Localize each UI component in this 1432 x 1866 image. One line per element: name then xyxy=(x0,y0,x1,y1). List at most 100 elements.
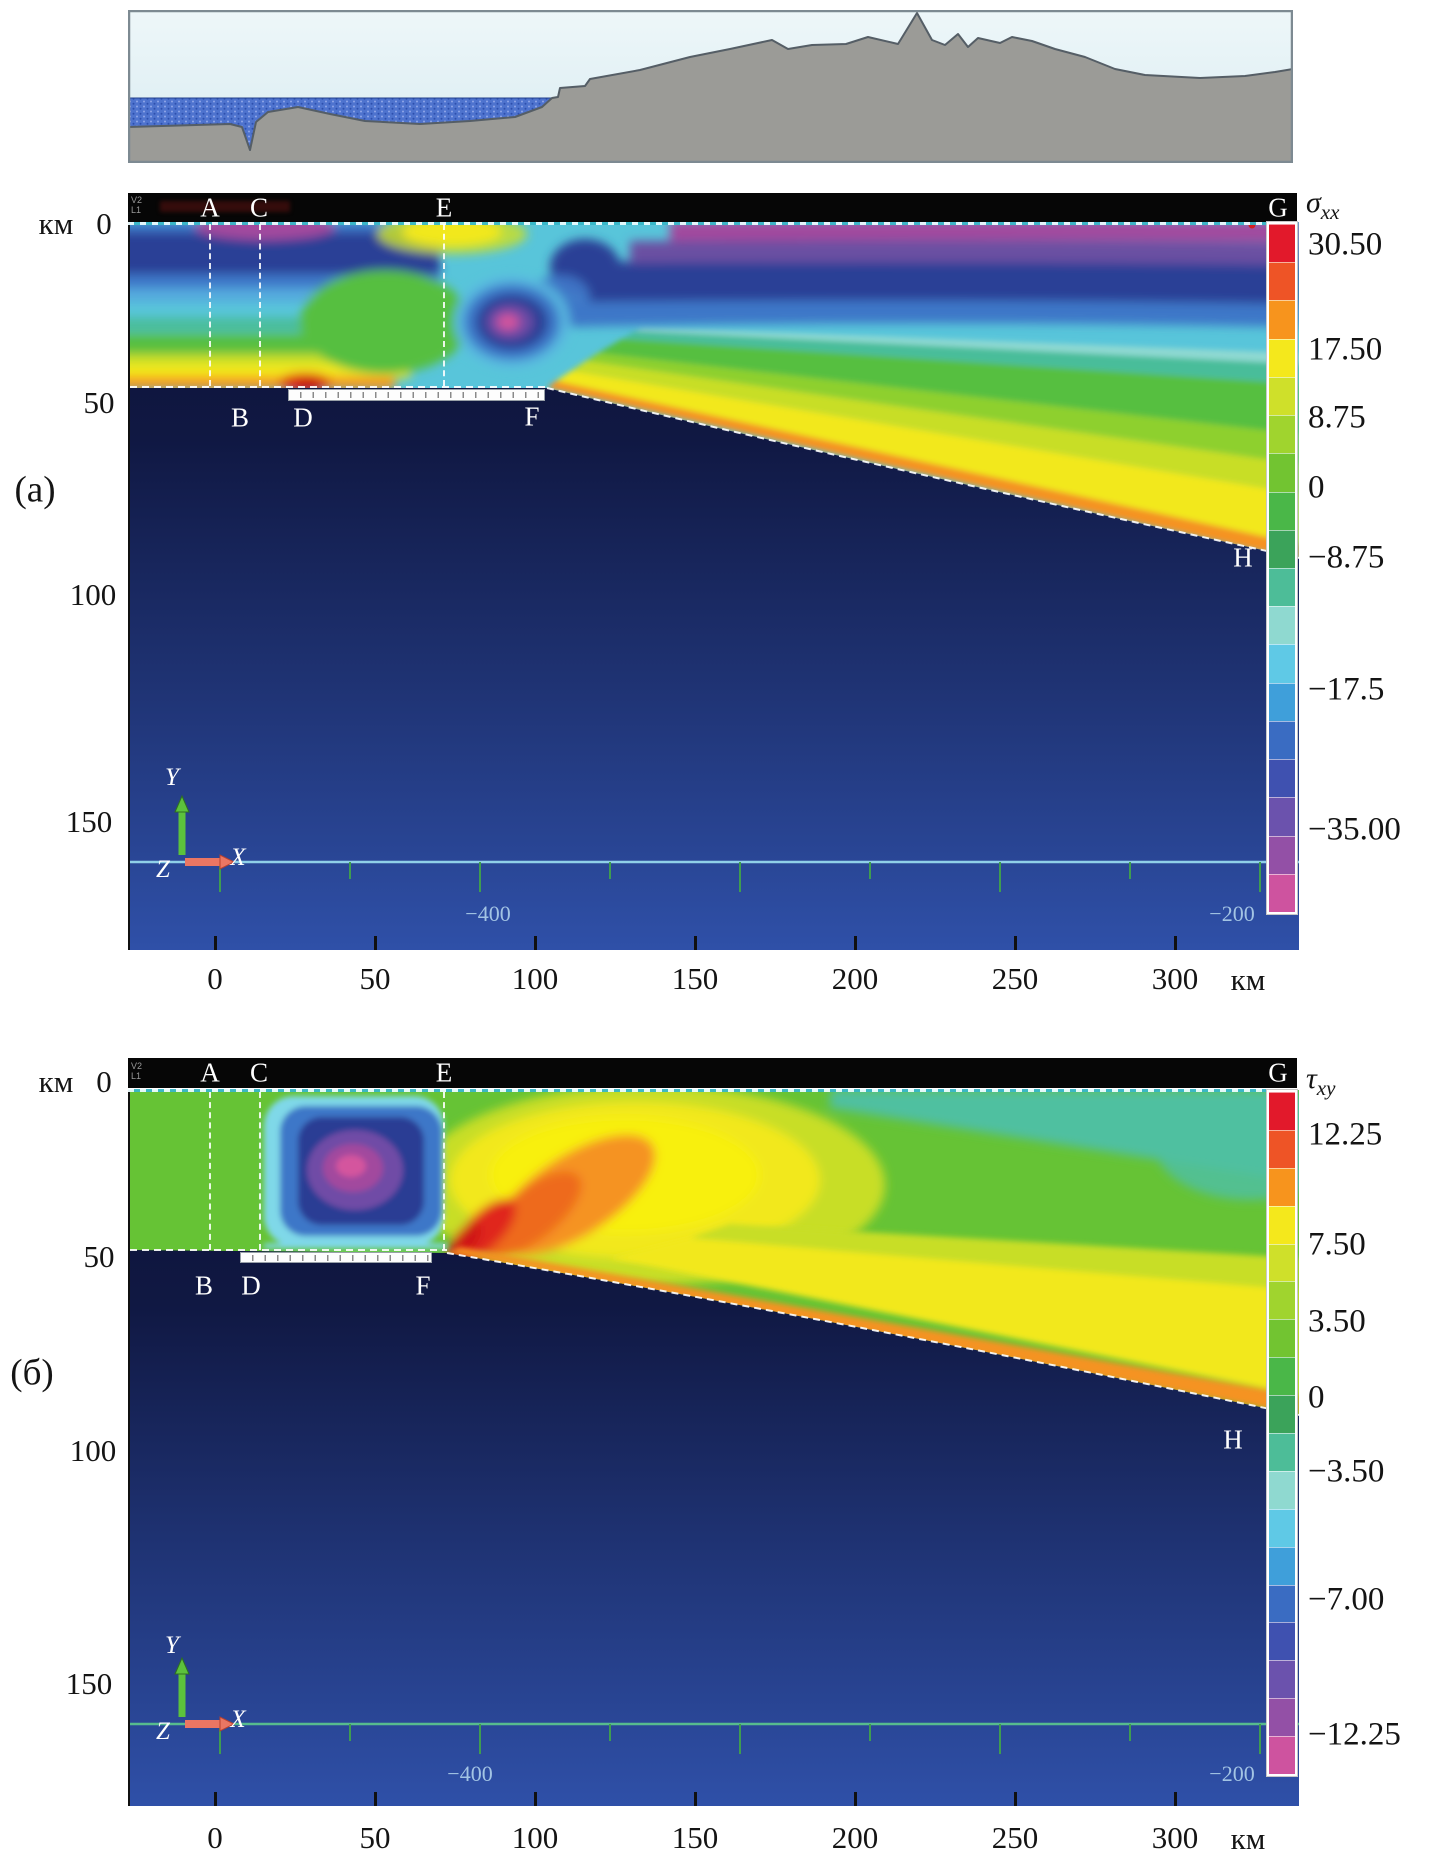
colorbar-tick-a-2: 8.75 xyxy=(1308,399,1366,436)
inner-label-m400-a: −400 xyxy=(465,901,511,926)
section-line-A-a xyxy=(209,224,211,386)
x-axis-label-b: X xyxy=(230,1706,246,1733)
inner-label-m200-a: −200 xyxy=(1209,901,1255,926)
x-tick-a-0: 0 xyxy=(207,961,223,996)
y-tick-a-150: 150 xyxy=(65,804,113,839)
land xyxy=(128,12,1293,163)
x-axis-arrowhead-icon xyxy=(219,854,236,870)
marker-D-b: D xyxy=(241,1270,261,1301)
panel-b-plot xyxy=(128,1090,1300,1806)
colorbar-tick-a-6: −35.00 xyxy=(1308,811,1401,848)
colorbar-tick-b-5: −7.00 xyxy=(1308,1581,1385,1618)
scale-ruler-a xyxy=(288,389,545,401)
z-axis-label-b: Z xyxy=(156,1718,170,1745)
colorbar-tick-a-1: 17.50 xyxy=(1308,331,1383,368)
watermark-v2: V2 xyxy=(131,195,143,205)
x-tickmark xyxy=(1014,1792,1017,1806)
x-tick-b-200: 200 xyxy=(831,1820,879,1855)
inner-axis-ticks-b xyxy=(219,1724,1261,1754)
z-axis-label-a: Z xyxy=(156,856,170,883)
y-tick-a-0: 0 xyxy=(96,206,112,241)
marker-G: G xyxy=(1268,192,1288,223)
marker-F-b: F xyxy=(415,1270,431,1301)
x-axis-arrowhead-icon xyxy=(219,1716,236,1732)
x-tick-a-200: 200 xyxy=(831,961,879,996)
watermark-l1-b: L1 xyxy=(131,1071,142,1081)
y-tick-b-0: 0 xyxy=(96,1064,112,1099)
x-tick-a-50: 50 xyxy=(359,961,391,996)
marker-H-b: H xyxy=(1223,1424,1243,1455)
x-tick-b-0: 0 xyxy=(207,1820,223,1855)
y-unit-a: км xyxy=(38,206,74,241)
section-line-C-a xyxy=(259,224,261,386)
panel-b-contour xyxy=(130,1090,1300,1806)
x-tick-a-250: 250 xyxy=(991,961,1039,996)
marker-F: F xyxy=(524,401,540,432)
panel-a-contour xyxy=(130,222,1300,950)
x-tickmark xyxy=(1174,1792,1177,1806)
panel-a-label: (а) xyxy=(14,469,56,511)
colorbar-tick-b-6: −12.25 xyxy=(1308,1716,1401,1753)
x-tick-b-300: 300 xyxy=(1151,1820,1199,1855)
x-tickmark xyxy=(1174,936,1177,950)
x-tickmark xyxy=(374,936,377,950)
colorbar-tick-b-2: 3.50 xyxy=(1308,1303,1366,1340)
coordinate-triad-a xyxy=(174,794,236,870)
scale-ruler-b xyxy=(240,1252,432,1263)
x-tick-a-300: 300 xyxy=(1151,961,1199,996)
x-tickmark xyxy=(854,936,857,950)
x-unit-a: км xyxy=(1230,962,1266,997)
colorbar-a xyxy=(1266,221,1298,915)
marker-B: B xyxy=(230,402,250,433)
x-tick-b-250: 250 xyxy=(991,1820,1039,1855)
y-tick-a-50: 50 xyxy=(83,385,115,420)
y-tick-a-100: 100 xyxy=(69,577,117,612)
coordinate-triad-b xyxy=(174,1656,236,1732)
x-tickmark xyxy=(694,936,697,950)
x-tickmark xyxy=(694,1792,697,1806)
colorbar-tick-a-4: −8.75 xyxy=(1308,539,1385,576)
y-axis-arrowhead-icon xyxy=(174,1656,190,1675)
section-line-E-a xyxy=(443,224,445,386)
x-tickmark xyxy=(374,1792,377,1806)
marker-H: H xyxy=(1233,542,1253,573)
legend-title-a: σxx xyxy=(1306,186,1340,224)
x-tickmark xyxy=(854,1792,857,1806)
y-axis-label-b: Y xyxy=(165,1632,179,1659)
y-axis-arrowhead-icon xyxy=(174,794,190,813)
panel-b-label: (б) xyxy=(10,1352,54,1394)
x-tickmark xyxy=(214,1792,217,1806)
watermark-l1: L1 xyxy=(131,205,142,215)
x-axis-label-a: X xyxy=(230,844,246,871)
colorbar-tick-a-5: −17.5 xyxy=(1308,671,1385,708)
watermark-v2-b: V2 xyxy=(131,1061,143,1071)
marker-B-b: B xyxy=(194,1270,214,1301)
y-tick-b-100: 100 xyxy=(69,1433,117,1468)
x-tick-b-100: 100 xyxy=(511,1820,559,1855)
x-tick-b-50: 50 xyxy=(359,1820,391,1855)
marker-C: C xyxy=(249,192,269,223)
marker-D: D xyxy=(293,402,313,433)
colorbar-tick-b-1: 7.50 xyxy=(1308,1226,1366,1263)
marker-A: A xyxy=(200,192,220,223)
header-artifact xyxy=(160,201,290,212)
colorbar-tick-b-0: 12.25 xyxy=(1308,1116,1383,1153)
section-line-A-b xyxy=(209,1092,211,1250)
x-tick-a-100: 100 xyxy=(511,961,559,996)
x-tickmark xyxy=(534,936,537,950)
y-tick-b-50: 50 xyxy=(83,1239,115,1274)
topography-profile xyxy=(128,10,1293,163)
colorbar-tick-a-3: 0 xyxy=(1308,469,1325,506)
marker-E: E xyxy=(435,192,453,223)
panel-a-plot xyxy=(128,222,1300,950)
x-tick-b-150: 150 xyxy=(671,1820,719,1855)
colorbar-tick-b-3: 0 xyxy=(1308,1379,1325,1416)
colorbar-tick-b-4: −3.50 xyxy=(1308,1453,1385,1490)
section-line-E-b xyxy=(443,1092,445,1250)
surface-dashed-line-b xyxy=(128,1089,1297,1092)
y-unit-b: км xyxy=(38,1064,74,1099)
colorbar-tick-a-0: 30.50 xyxy=(1308,226,1383,263)
panel-b-header-bar xyxy=(128,1058,1297,1088)
x-tickmark xyxy=(1014,936,1017,950)
